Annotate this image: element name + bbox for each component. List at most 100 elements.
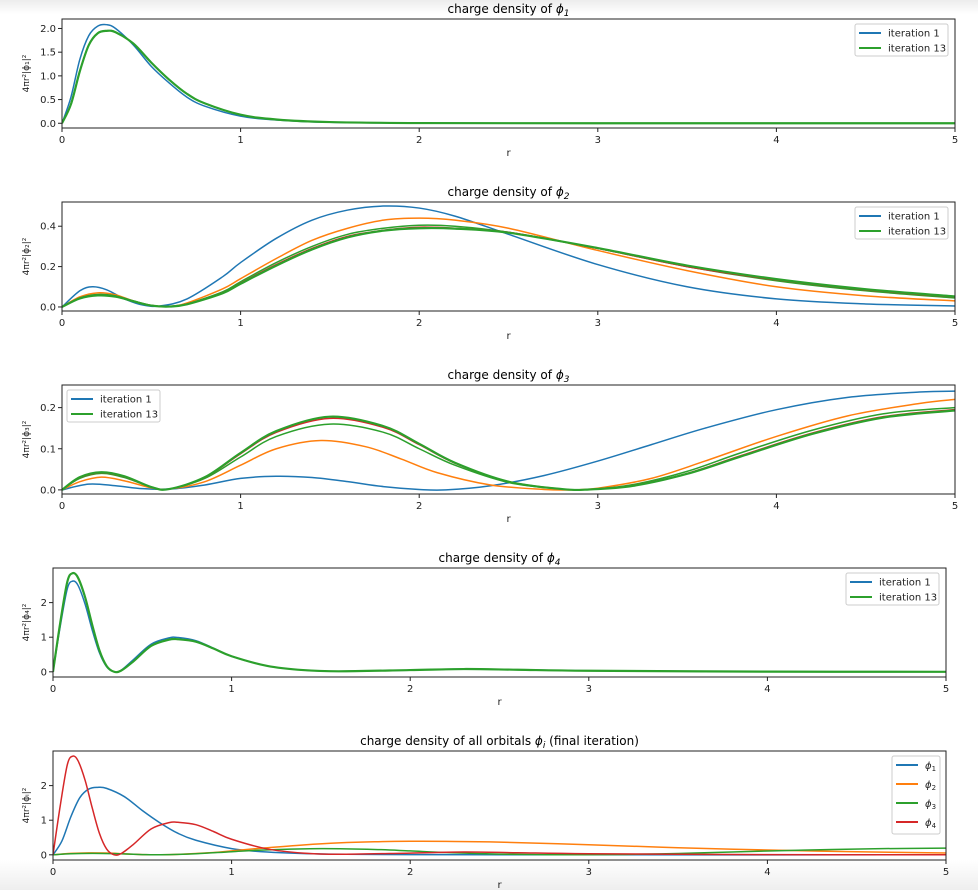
x-tick-label: 5 [952,135,958,146]
x-axis-label: r [497,697,502,708]
x-tick-label: 5 [952,501,958,512]
y-tick-label: 0.0 [40,485,56,496]
chart-title-symbol: ϕ [556,185,564,199]
chart-title-subscript: 2 [564,192,570,202]
series-group [62,205,955,308]
series-group [62,390,955,492]
series-group [53,755,946,856]
x-tick-label: 1 [228,684,234,695]
y-tick-label: 0.5 [40,95,56,106]
x-tick-label: 2 [407,684,413,695]
legend-label-symbol: ϕ [925,761,932,772]
x-tick-label: 1 [237,318,243,329]
chart-title: charge density of all orbitals ϕi (final… [360,734,639,751]
x-tick-label: 3 [586,684,592,695]
y-axis-label: 4πr²|ϕ₁|² [22,54,32,92]
y-tick-label: 0.1 [40,444,56,455]
x-tick-label: 3 [595,318,601,329]
axes-frame [61,201,956,312]
y-tick-label: 0.4 [40,222,56,233]
x-axis-label: r [497,880,502,890]
x-tick-label: 0 [59,135,65,146]
legend-label: ϕ4 [925,818,937,830]
chart-title-text: charge density of [448,185,556,199]
x-tick-label: 1 [237,501,243,512]
series-line [53,755,946,856]
x-tick-label: 2 [407,867,413,878]
y-tick-label: 2.0 [40,24,56,35]
chart-title-tail: (final iteration) [545,734,639,748]
legend-label: iteration 1 [888,29,940,40]
chart-title-subscript: 1 [564,9,570,19]
chart-title-subscript: i [543,741,546,751]
plot-area [62,202,955,311]
chart-title-text: charge density of [448,2,556,16]
axes-frame [61,384,956,495]
subplot-5: 0 1 2 3 4 5 0 1 2 r 4πr²|ϕᵢ|² charge density of all… [22,734,949,890]
y-axis-label: 4πr²|ϕᵢ|² [22,787,32,823]
x-tick-label: 4 [764,684,770,695]
series-line [53,786,946,856]
legend-label: iteration 1 [888,212,940,223]
chart-title-subscript: 3 [564,375,570,385]
x-tick-label: 5 [943,867,949,878]
axes-frame [52,567,947,678]
x-tick-label: 4 [773,135,779,146]
x-tick-label: 0 [50,684,56,695]
x-tick-label: 3 [595,135,601,146]
series-line [62,409,955,492]
legend-label: iteration 13 [879,593,937,604]
x-tick-label: 3 [595,501,601,512]
legend: iteration 1 iteration 13 [845,572,940,606]
series-line [62,398,955,491]
x-tick-label: 4 [773,501,779,512]
series-line [53,571,946,674]
legend-box [891,755,941,835]
chart-title: charge density of ϕ4 [439,551,561,568]
chart-title-symbol: ϕ [547,551,555,565]
chart-title-text: charge density of [448,368,556,382]
y-axis-label: 4πr²|ϕ₃|² [22,420,32,458]
legend: iteration 1 iteration 13 [66,389,161,423]
legend-label: ϕ1 [925,761,936,773]
legend-label-subscript: 2 [932,784,936,792]
legend-label-symbol: ϕ [925,799,932,810]
x-tick-label: 1 [237,135,243,146]
legend-label-subscript: 1 [932,765,936,773]
chart-title-symbol: ϕ [535,734,543,748]
legend: iteration 1 iteration 13 [854,206,949,240]
legend-label: iteration 13 [100,410,158,421]
x-tick-label: 1 [228,867,234,878]
chart-title: charge density of ϕ3 [448,368,570,385]
x-tick-label: 0 [59,318,65,329]
chart-title: charge density of ϕ2 [448,185,570,202]
y-tick-label: 1.0 [40,71,56,82]
x-tick-label: 5 [943,684,949,695]
legend: iteration 1 iteration 13 [854,23,949,57]
x-axis-label: r [506,148,511,159]
x-tick-label: 5 [952,318,958,329]
y-tick-label: 1 [41,633,47,644]
series-group [62,23,955,125]
chart-title: charge density of ϕ1 [448,2,570,19]
legend-label: iteration 13 [888,44,946,55]
legend-label-subscript: 3 [932,803,936,811]
y-tick-label: 0 [41,850,47,861]
legend-label: ϕ2 [925,780,936,792]
chart-title-text: charge density of [439,551,547,565]
legend-label: ϕ3 [925,799,936,811]
legend-label: iteration 1 [879,578,931,589]
x-axis-label: r [506,514,511,525]
y-tick-label: 0.0 [40,119,56,130]
y-tick-label: 0.0 [40,302,56,313]
x-tick-label: 2 [416,135,422,146]
legend-label-subscript: 4 [932,822,937,830]
x-tick-label: 0 [50,867,56,878]
series-group [53,571,946,674]
chart-title-symbol: ϕ [556,2,564,16]
legend-label-symbol: ϕ [925,780,932,791]
axes-frame [52,750,947,861]
